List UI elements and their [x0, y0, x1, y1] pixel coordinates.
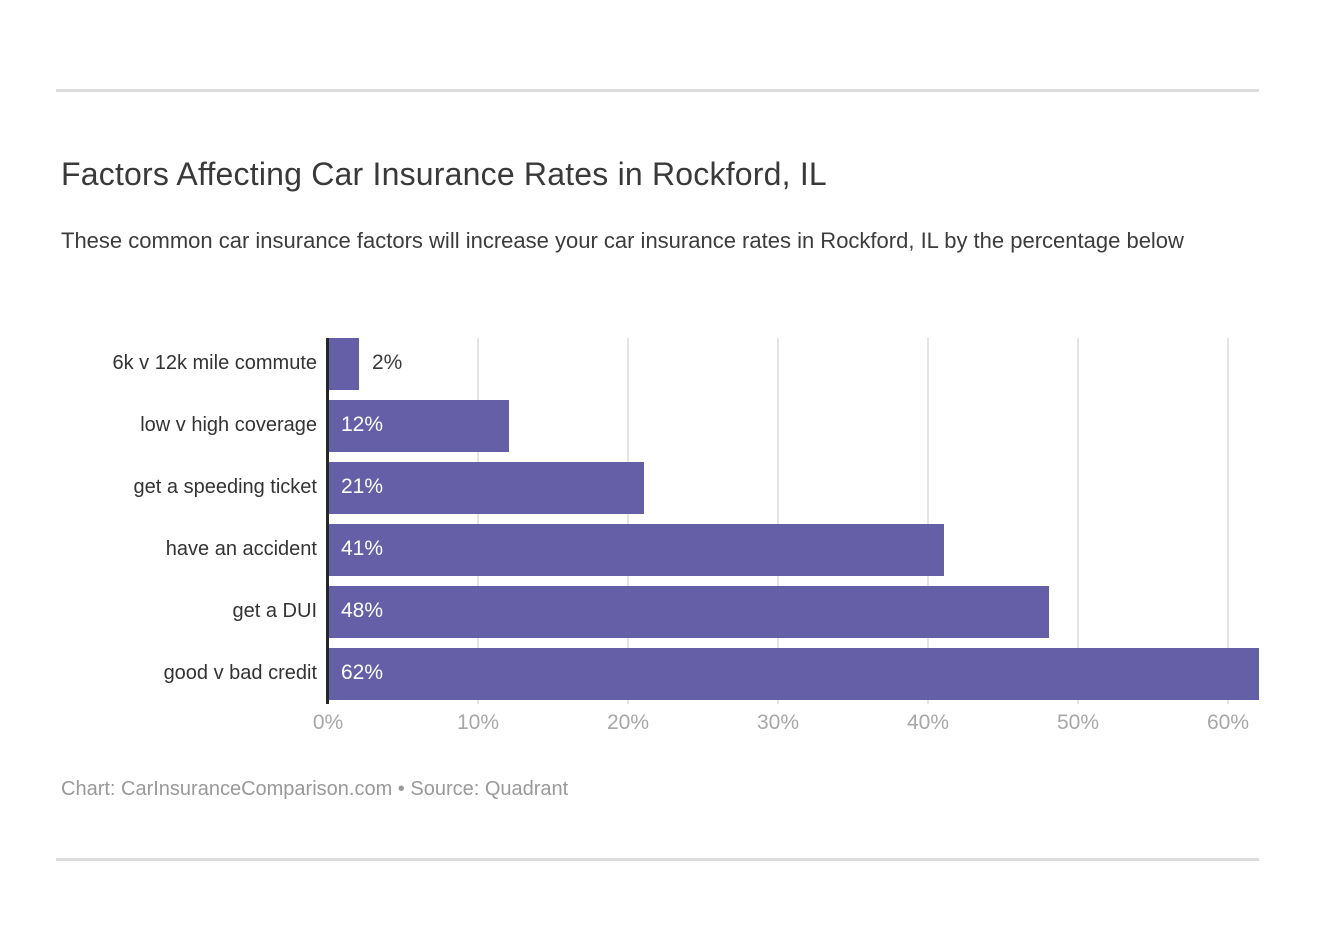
- value-label: 48%: [341, 599, 384, 622]
- x-axis-tick-label: 10%: [456, 711, 500, 734]
- gridline: [477, 338, 479, 704]
- value-label: 12%: [341, 413, 384, 436]
- value-label: 21%: [341, 475, 384, 498]
- gridline: [1227, 338, 1229, 704]
- category-label: good v bad credit: [163, 662, 317, 684]
- value-label: 2%: [372, 351, 403, 374]
- value-label: 41%: [341, 537, 384, 560]
- bar: [329, 586, 1049, 638]
- bar: [329, 524, 944, 576]
- chart-attribution: Chart: CarInsuranceComparison.com • Sour…: [61, 778, 569, 800]
- x-axis-tick-label: 60%: [1206, 711, 1250, 734]
- gridline: [1077, 338, 1079, 704]
- x-axis-tick-label: 30%: [756, 711, 800, 734]
- bar: [329, 338, 359, 390]
- bar: [329, 648, 1259, 700]
- top-divider: [56, 89, 1259, 92]
- bar: [329, 400, 509, 452]
- category-label: low v high coverage: [140, 414, 317, 436]
- category-label: get a speeding ticket: [133, 476, 317, 498]
- x-axis-tick-label: 50%: [1056, 711, 1100, 734]
- bar: [329, 462, 644, 514]
- chart-title: Factors Affecting Car Insurance Rates in…: [61, 156, 827, 192]
- category-label: 6k v 12k mile commute: [112, 352, 317, 374]
- category-label: get a DUI: [232, 600, 317, 622]
- x-axis-tick-label: 0%: [312, 711, 344, 734]
- bottom-divider: [56, 858, 1259, 861]
- category-label: have an accident: [165, 538, 317, 560]
- value-label: 62%: [341, 661, 384, 684]
- y-axis-line: [326, 338, 329, 704]
- gridline: [927, 338, 929, 704]
- x-axis-tick-label: 20%: [606, 711, 650, 734]
- gridline: [777, 338, 779, 704]
- x-axis-tick-label: 40%: [906, 711, 950, 734]
- gridline: [627, 338, 629, 704]
- chart-subtitle: These common car insurance factors will …: [61, 228, 1184, 253]
